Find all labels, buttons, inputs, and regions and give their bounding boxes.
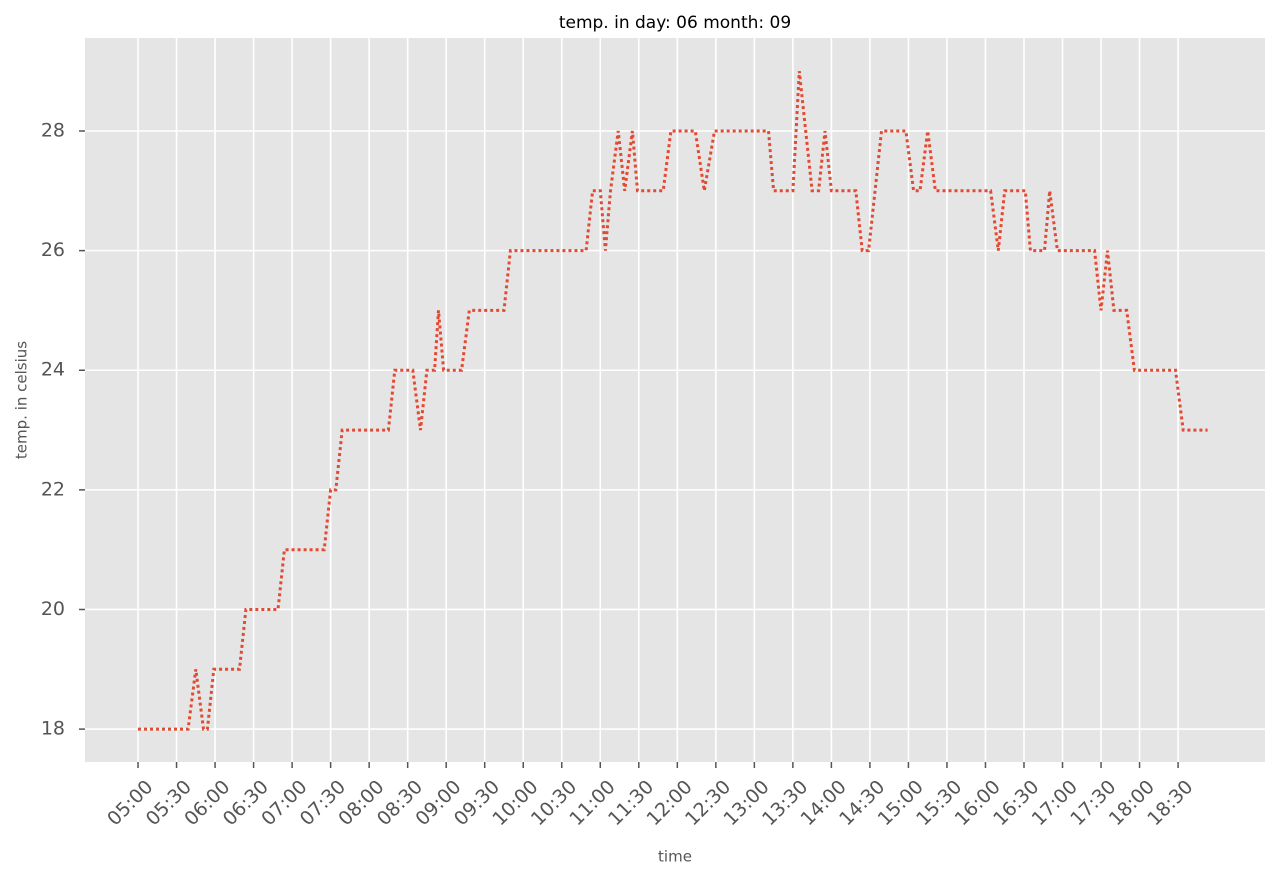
x-axis-label: time: [658, 848, 692, 866]
plot-area: [85, 38, 1265, 762]
y-tick-label: 22: [41, 478, 65, 500]
y-tick-label: 28: [41, 120, 65, 142]
y-tick-label: 26: [41, 239, 65, 261]
data-line: [138, 71, 1208, 731]
y-tick-label: 18: [41, 718, 65, 740]
y-tick-label: 20: [41, 598, 65, 620]
y-axis-label: temp. in celsius: [13, 341, 31, 459]
chart-title: temp. in day: 06 month: 09: [559, 13, 791, 33]
y-tick-label: 24: [41, 359, 65, 381]
